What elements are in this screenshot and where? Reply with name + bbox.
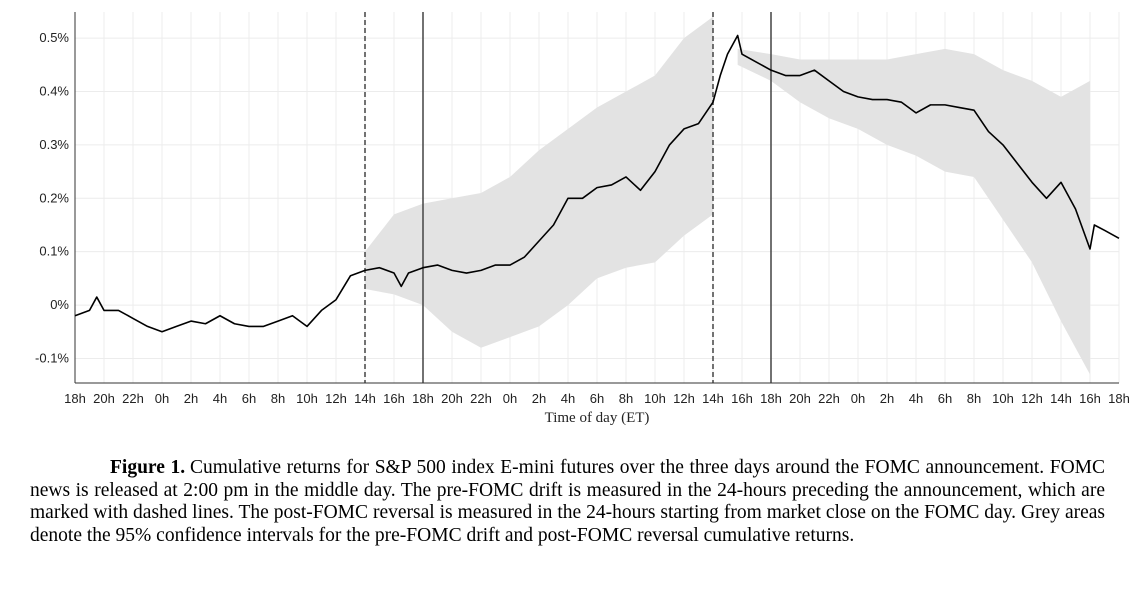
caption-label: Figure 1.: [110, 457, 186, 478]
caption-text: Cumulative returns for S&P 500 index E-m…: [30, 457, 1105, 546]
confidence-band: [737, 48, 1090, 375]
x-tick-label: 18h: [1108, 391, 1130, 406]
x-tick-label: 14h: [354, 391, 376, 406]
y-tick-label: 0.3%: [39, 137, 69, 152]
x-tick-label: 18h: [760, 391, 782, 406]
x-tick-label: 16h: [1079, 391, 1101, 406]
chart: Time of day (ET) 18h 20h 22h 0h 2h 4h 6h 8h 10h 1…: [35, 12, 1130, 426]
x-tick-label: 18h: [412, 391, 434, 406]
x-tick-label: 22h: [818, 391, 840, 406]
x-tick-label: 10h: [644, 391, 666, 406]
y-tick-label: 0.1%: [39, 244, 69, 259]
x-tick-label: 10h: [296, 391, 318, 406]
y-tick-label: 0.4%: [39, 84, 69, 99]
series-line: [74, 34, 1120, 333]
x-tick-label: 2h: [880, 391, 894, 406]
confidence-band: [365, 16, 713, 348]
x-tick-label: 2h: [184, 391, 198, 406]
x-tick-label: 8h: [271, 391, 285, 406]
x-tick-label: 6h: [590, 391, 604, 406]
x-tick-label: 18h: [64, 391, 86, 406]
x-tick-label: 20h: [441, 391, 463, 406]
x-tick-label: 4h: [561, 391, 575, 406]
x-tick-label: 4h: [213, 391, 227, 406]
x-tick-label: 22h: [122, 391, 144, 406]
x-tick-label: 12h: [325, 391, 347, 406]
x-tick-label: 8h: [967, 391, 981, 406]
x-tick-label: 16h: [731, 391, 753, 406]
x-tick-label: 6h: [242, 391, 256, 406]
y-tick-label: -0.1%: [35, 350, 69, 365]
x-tick-label: 0h: [851, 391, 865, 406]
x-tick-label: 14h: [702, 391, 724, 406]
x-tick-label: 20h: [93, 391, 115, 406]
x-tick-label: 14h: [1050, 391, 1072, 406]
caption: Figure 1. Cumulative returns for S&P 500 …: [30, 457, 1105, 547]
y-tick-label: 0.5%: [39, 30, 69, 45]
x-tick-label: 0h: [155, 391, 169, 406]
x-tick-label: 0h: [503, 391, 517, 406]
x-tick-label: 4h: [909, 391, 923, 406]
x-axis-label: Time of day (ET): [545, 410, 650, 426]
x-tick-label: 8h: [619, 391, 633, 406]
x-tick-label: 22h: [470, 391, 492, 406]
x-tick-label: 12h: [673, 391, 695, 406]
x-tick-label: 12h: [1021, 391, 1043, 406]
x-tick-label: 16h: [383, 391, 405, 406]
x-tick-label: 20h: [789, 391, 811, 406]
x-tick-label: 10h: [992, 391, 1014, 406]
y-tick-label: 0.2%: [39, 190, 69, 205]
x-tick-label: 6h: [938, 391, 952, 406]
y-tick-label: 0%: [50, 297, 69, 312]
x-tick-label: 2h: [532, 391, 546, 406]
